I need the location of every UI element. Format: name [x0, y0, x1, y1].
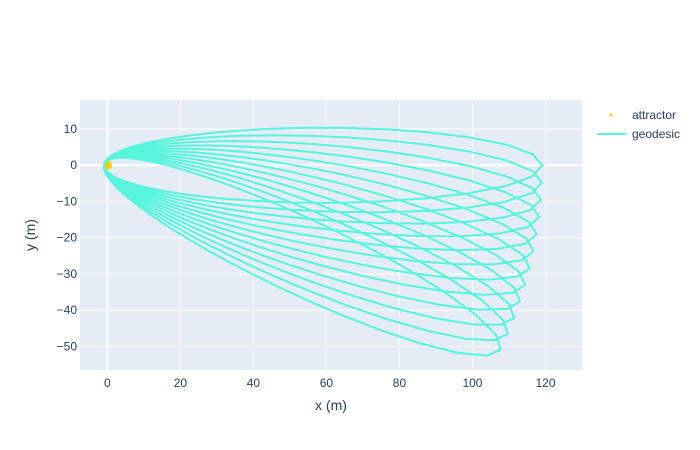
- legend-label-geodesic: geodesic: [632, 127, 680, 141]
- legend-item-geodesic[interactable]: geodesic: [597, 127, 680, 141]
- legend[interactable]: attractor geodesic: [597, 108, 680, 141]
- x-axis-ticks: 0 20 40 60 80 100 120: [104, 376, 556, 390]
- y-axis-ticks: 10 0 −10 −20 −30 −40 −50: [57, 122, 78, 353]
- x-tick-label: 40: [247, 376, 261, 390]
- x-tick-label: 20: [174, 376, 188, 390]
- x-tick-label: 120: [535, 376, 555, 390]
- x-tick-label: 60: [320, 376, 334, 390]
- y-tick-label: −40: [57, 303, 78, 317]
- y-tick-label: −10: [57, 194, 78, 208]
- y-tick-label: 10: [64, 122, 78, 136]
- series-line-geodesic: [102, 126, 544, 357]
- x-axis-title: x (m): [315, 397, 347, 413]
- x-tick-label: 100: [462, 376, 482, 390]
- legend-label-attractor: attractor: [632, 108, 676, 122]
- legend-item-attractor[interactable]: attractor: [609, 108, 677, 122]
- x-tick-label: 80: [393, 376, 407, 390]
- y-tick-label: −50: [57, 339, 78, 353]
- series-layer: [102, 126, 544, 357]
- x-tick-label: 0: [104, 376, 111, 390]
- y-tick-label: −20: [57, 231, 78, 245]
- y-tick-label: −30: [57, 267, 78, 281]
- y-axis-title: y (m): [22, 219, 38, 251]
- y-tick-label: 0: [70, 158, 77, 172]
- legend-marker-attractor: [609, 113, 613, 117]
